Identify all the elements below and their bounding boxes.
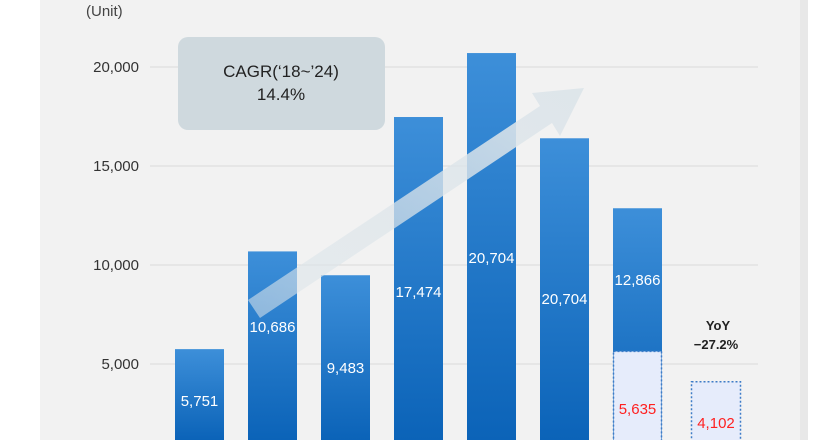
yoy-value: −27.2% <box>694 337 739 352</box>
bar <box>175 349 224 440</box>
partial-bar-label: 5,635 <box>619 401 657 418</box>
bar <box>321 275 370 440</box>
unit-label: (Unit) <box>86 3 123 20</box>
bar-value-label: 17,474 <box>396 284 442 301</box>
y-tick-label: 5,000 <box>101 356 139 373</box>
partial-bar <box>612 350 663 440</box>
cagr-value: 14.4% <box>257 85 305 104</box>
partial-bar-label: 4,102 <box>697 415 735 432</box>
bar-value-label: 5,751 <box>181 393 219 410</box>
bar-value-label: 20,704 <box>542 291 588 308</box>
bar-value-label: 20,704 <box>469 250 515 267</box>
bar <box>467 53 516 440</box>
y-tick-label: 20,000 <box>93 59 139 76</box>
partial-bar <box>690 381 742 440</box>
cagr-box <box>178 37 385 130</box>
page-edge <box>800 0 808 440</box>
yoy-label: YoY <box>706 318 731 333</box>
y-tick-label: 15,000 <box>93 158 139 175</box>
bar-value-label: 9,483 <box>327 360 365 377</box>
y-tick-label: 10,000 <box>93 257 139 274</box>
bar <box>540 138 589 440</box>
bar-value-label: 10,686 <box>250 319 296 336</box>
cagr-arrow <box>248 88 584 318</box>
cagr-title: CAGR(‘18~’24) <box>223 62 339 81</box>
bar <box>394 117 443 440</box>
bar-value-label: 12,866 <box>615 272 661 289</box>
